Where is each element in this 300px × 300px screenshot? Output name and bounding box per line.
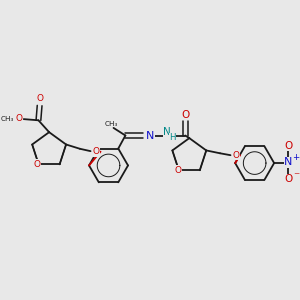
Text: O: O [284,174,292,184]
Text: O: O [181,110,189,120]
Text: O: O [232,151,239,160]
Text: O: O [36,94,43,103]
Text: ⁻: ⁻ [294,170,300,183]
Text: O: O [16,114,23,123]
Text: O: O [174,166,181,175]
Text: O: O [92,147,99,156]
Text: +: + [292,153,300,162]
Text: N: N [284,157,292,167]
Text: CH₃: CH₃ [0,116,14,122]
Text: N: N [146,130,154,140]
Text: O: O [34,160,41,169]
Text: H: H [169,134,176,142]
Text: N: N [163,127,171,137]
Text: CH₃: CH₃ [105,121,118,127]
Text: O: O [284,141,292,151]
